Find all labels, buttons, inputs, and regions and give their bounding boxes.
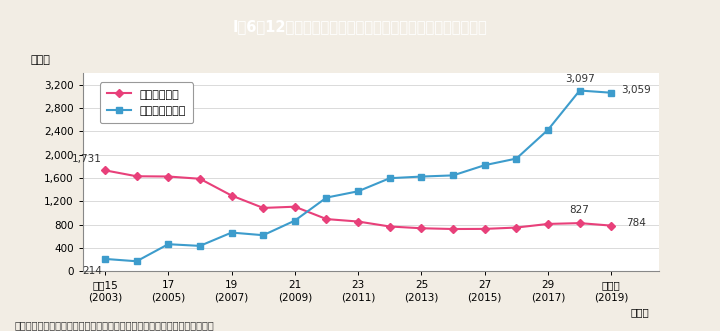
児童買春事犯 <box>228 194 236 198</box>
Text: （年）: （年） <box>630 307 649 317</box>
Line: 児童ポルノ事犯: 児童ポルノ事犯 <box>102 87 614 264</box>
Line: 児童買春事犯: 児童買春事犯 <box>102 167 614 232</box>
児童買春事犯 <box>196 177 204 181</box>
児童買春事犯 <box>101 168 109 172</box>
児童ポルノ事犯 <box>322 196 330 200</box>
Text: （備考）警察庁「少年非行，児童虐待及び子供の性被害の状況」より作成。: （備考）警察庁「少年非行，児童虐待及び子供の性被害の状況」より作成。 <box>14 320 214 330</box>
Text: 1,731: 1,731 <box>72 154 102 164</box>
児童ポルノ事犯 <box>480 163 489 167</box>
児童ポルノ事犯 <box>512 157 521 161</box>
Text: 3,059: 3,059 <box>621 85 651 95</box>
Text: I－6－12図　児童買春及び児童ポルノ事犯の標挙件数の推移: I－6－12図 児童買春及び児童ポルノ事犯の標挙件数の推移 <box>233 19 487 34</box>
児童買春事犯 <box>417 226 426 230</box>
児童ポルノ事犯 <box>544 128 552 132</box>
児童ポルノ事犯 <box>291 218 300 222</box>
Text: 827: 827 <box>570 206 590 215</box>
児童買春事犯 <box>575 221 584 225</box>
児童買春事犯 <box>322 217 330 221</box>
Text: 214: 214 <box>82 266 102 276</box>
児童買春事犯 <box>354 219 362 223</box>
児童買春事犯 <box>291 205 300 209</box>
児童買春事犯 <box>480 227 489 231</box>
児童買春事犯 <box>132 174 141 178</box>
児童買春事犯 <box>607 224 616 228</box>
児童ポルノ事犯 <box>228 231 236 235</box>
児童ポルノ事犯 <box>196 244 204 248</box>
児童ポルノ事犯 <box>132 259 141 263</box>
Text: 3,097: 3,097 <box>564 74 595 84</box>
児童買春事犯 <box>385 224 394 228</box>
Text: （件）: （件） <box>31 55 51 65</box>
児童ポルノ事犯 <box>575 88 584 92</box>
Text: 784: 784 <box>626 217 647 228</box>
児童ポルノ事犯 <box>449 173 457 177</box>
児童ポルノ事犯 <box>259 233 268 237</box>
児童ポルノ事犯 <box>417 174 426 178</box>
児童買春事犯 <box>512 225 521 229</box>
児童買春事犯 <box>449 227 457 231</box>
児童買春事犯 <box>544 222 552 226</box>
児童ポルノ事犯 <box>607 91 616 95</box>
児童ポルノ事犯 <box>385 176 394 180</box>
児童ポルノ事犯 <box>164 242 173 246</box>
児童ポルノ事犯 <box>101 257 109 261</box>
児童ポルノ事犯 <box>354 189 362 193</box>
児童買春事犯 <box>164 174 173 178</box>
児童買春事犯 <box>259 206 268 210</box>
Legend: 児童買春事犯, 児童ポルノ事犯: 児童買春事犯, 児童ポルノ事犯 <box>100 82 193 123</box>
